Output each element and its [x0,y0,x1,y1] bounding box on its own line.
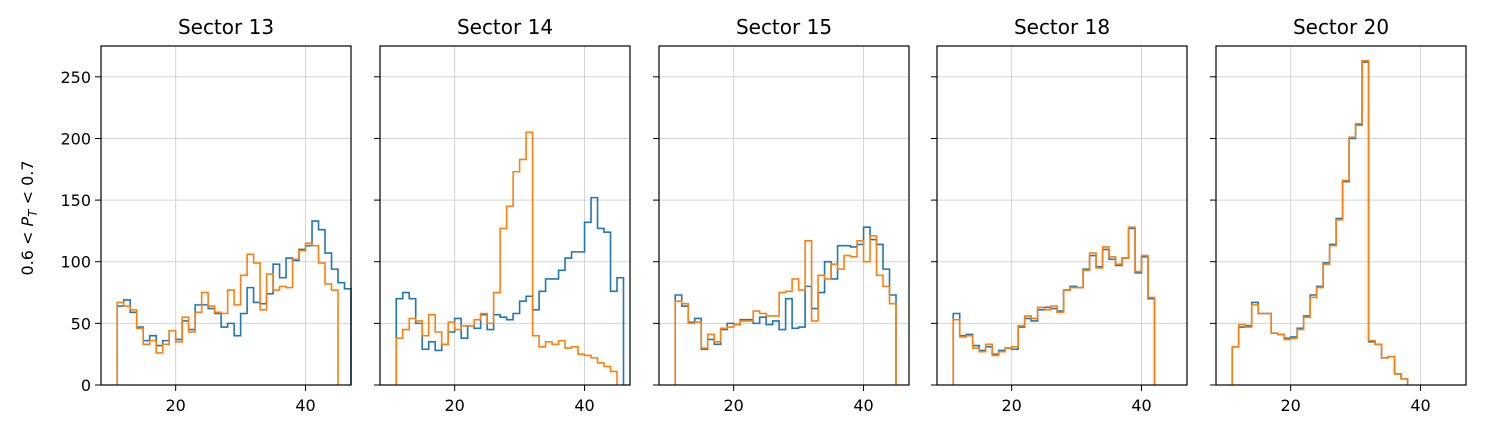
y-tick-label: 250 [60,68,91,87]
series-orange-step [674,235,897,385]
panel-5: 20 40 Sector 20 [1210,15,1467,415]
plot-frame [100,45,352,386]
x-tick-label: 40 [295,396,315,415]
y-tick-label: 100 [60,253,91,272]
x-tick-label: 40 [574,396,594,415]
panel-3: 20 40 Sector 15 [653,15,910,415]
y-tick-label: 200 [60,129,91,148]
plot-frame [658,45,910,386]
panel-title: Sector 13 [178,15,274,39]
x-tick-label: 40 [1410,396,1430,415]
series-orange-step [395,131,618,385]
panel-1: 20 40 0 50 100 150 200 250 Sector 13 [60,15,352,415]
series-orange-step [1231,59,1409,385]
x-tick-label: 40 [1131,396,1151,415]
panel-title: Sector 20 [1293,15,1389,39]
x-tick-label: 20 [1280,396,1300,415]
series-blue-step [1231,61,1409,385]
x-tick-label: 40 [853,396,873,415]
y-tick-label: 150 [60,191,91,210]
plot-frame [379,45,631,386]
plot-frame [1215,45,1467,386]
series-blue-step [674,226,897,385]
panel-2: 20 40 Sector 14 [374,15,631,415]
panel-title: Sector 18 [1014,15,1110,39]
series-orange-step [952,226,1156,385]
x-tick-label: 20 [1001,396,1021,415]
panel-title: Sector 15 [736,15,832,39]
series-blue-step [116,220,352,385]
x-tick-label: 20 [444,396,464,415]
panel-4: 20 40 Sector 18 [931,15,1188,415]
series-orange-step [116,242,339,385]
y-axis-label: 0.6 < PT < 0.7 [18,160,40,275]
y-tick-label: 0 [81,376,91,395]
plot-frame [936,45,1188,386]
panel-title: Sector 14 [457,15,553,39]
y-tick-label: 50 [71,314,91,333]
x-tick-label: 20 [723,396,743,415]
series-blue-step [395,196,625,385]
x-tick-label: 20 [165,396,185,415]
